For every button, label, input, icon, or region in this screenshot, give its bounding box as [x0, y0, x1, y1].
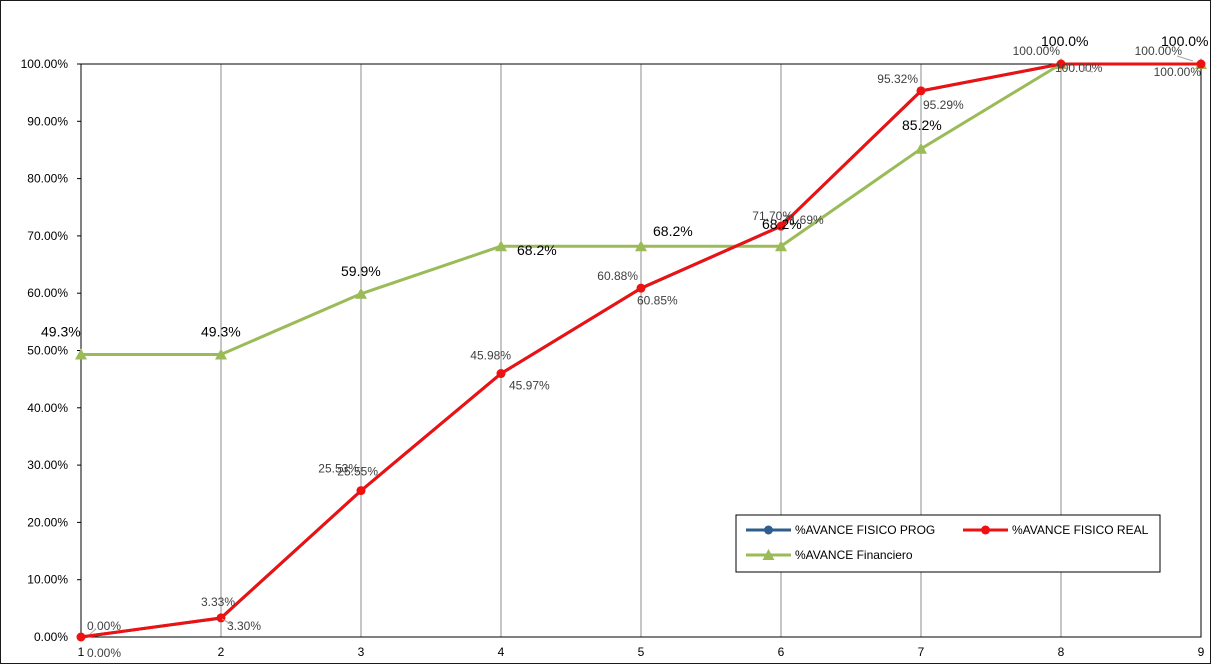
real-point — [636, 283, 646, 293]
label-leader-line — [89, 628, 97, 635]
prog-data-label: 71.69% — [783, 213, 824, 227]
prog-data-label: 100.00% — [1055, 61, 1103, 75]
financiero-data-label: 68.2% — [653, 223, 693, 239]
prog-data-label: 3.30% — [227, 619, 261, 633]
financiero-data-label: 100.0% — [1041, 33, 1088, 49]
prog-data-label: 0.00% — [87, 646, 121, 660]
label-leader-line — [1082, 69, 1094, 73]
y-tick-label: 100.00% — [21, 57, 69, 71]
legend-label: %AVANCE FISICO PROG — [795, 523, 935, 537]
label-leader-line — [221, 618, 234, 626]
financiero-point — [915, 142, 927, 154]
legend-swatch-marker — [981, 525, 990, 535]
x-tick-label: 8 — [1058, 645, 1065, 659]
real-data-label: 25.55% — [337, 465, 378, 479]
real-data-label: 71.70% — [752, 209, 793, 223]
financiero-data-label: 59.9% — [341, 263, 381, 279]
x-tick-label: 4 — [498, 645, 505, 659]
financiero-data-label: 68.2% — [762, 216, 802, 232]
prog-data-label: 95.29% — [923, 98, 964, 112]
y-tick-label: 10.00% — [27, 573, 68, 587]
y-tick-label: 20.00% — [27, 515, 68, 529]
financiero-data-label: 68.2% — [517, 242, 557, 258]
financiero-point — [775, 240, 787, 252]
real-data-label: 100.00% — [1013, 44, 1061, 58]
financiero-point — [635, 240, 647, 252]
y-tick-label: 40.00% — [27, 401, 68, 415]
financiero-data-label: 100.0% — [1161, 33, 1208, 49]
real-data-label: 0.00% — [87, 619, 121, 633]
financiero-data-label: 85.2% — [902, 117, 942, 133]
real-point — [216, 613, 226, 623]
real-data-label: 100.00% — [1135, 44, 1183, 58]
legend-label: %AVANCE Financiero — [795, 548, 913, 562]
x-tick-label: 7 — [918, 645, 925, 659]
real-data-label: 60.88% — [597, 269, 638, 283]
y-tick-label: 50.00% — [27, 344, 68, 358]
real-point — [776, 221, 786, 231]
y-tick-label: 0.00% — [34, 630, 68, 644]
label-leader-line — [1176, 55, 1194, 62]
real-point — [1196, 59, 1206, 69]
y-tick-label: 80.00% — [27, 172, 68, 186]
y-tick-label: 90.00% — [27, 114, 68, 128]
real-data-label: 45.98% — [470, 349, 511, 363]
x-tick-label: 1 — [78, 645, 85, 659]
real-point — [1056, 59, 1066, 69]
real-point — [916, 86, 926, 96]
financiero-point — [75, 348, 87, 360]
legend-swatch-marker — [764, 525, 773, 535]
financiero-data-label: 49.3% — [201, 324, 241, 340]
real-point — [356, 486, 366, 496]
prog-data-label: 100.00% — [1154, 65, 1202, 79]
x-tick-label: 6 — [778, 645, 785, 659]
legend-label: %AVANCE FISICO REAL — [1012, 523, 1149, 537]
x-tick-label: 9 — [1198, 645, 1205, 659]
prog-data-label: 60.85% — [637, 293, 678, 307]
real-point — [496, 369, 506, 379]
financiero-point — [355, 287, 367, 299]
y-tick-label: 60.00% — [27, 286, 68, 300]
x-tick-label: 5 — [638, 645, 645, 659]
financiero-data-label: 49.3% — [41, 324, 81, 340]
x-tick-label: 3 — [358, 645, 365, 659]
real-data-label: 95.32% — [877, 72, 918, 86]
financiero-point — [495, 240, 507, 252]
x-tick-label: 2 — [218, 645, 225, 659]
prog-data-label: 25.53% — [318, 462, 359, 476]
y-tick-label: 70.00% — [27, 229, 68, 243]
legend-swatch-marker — [762, 549, 775, 560]
legend-box — [735, 514, 1161, 573]
financiero-point — [215, 348, 227, 360]
prog-data-label: 45.97% — [509, 379, 550, 393]
y-tick-label: 30.00% — [27, 458, 68, 472]
real-data-label: 3.33% — [201, 595, 235, 609]
real-point — [76, 632, 86, 642]
